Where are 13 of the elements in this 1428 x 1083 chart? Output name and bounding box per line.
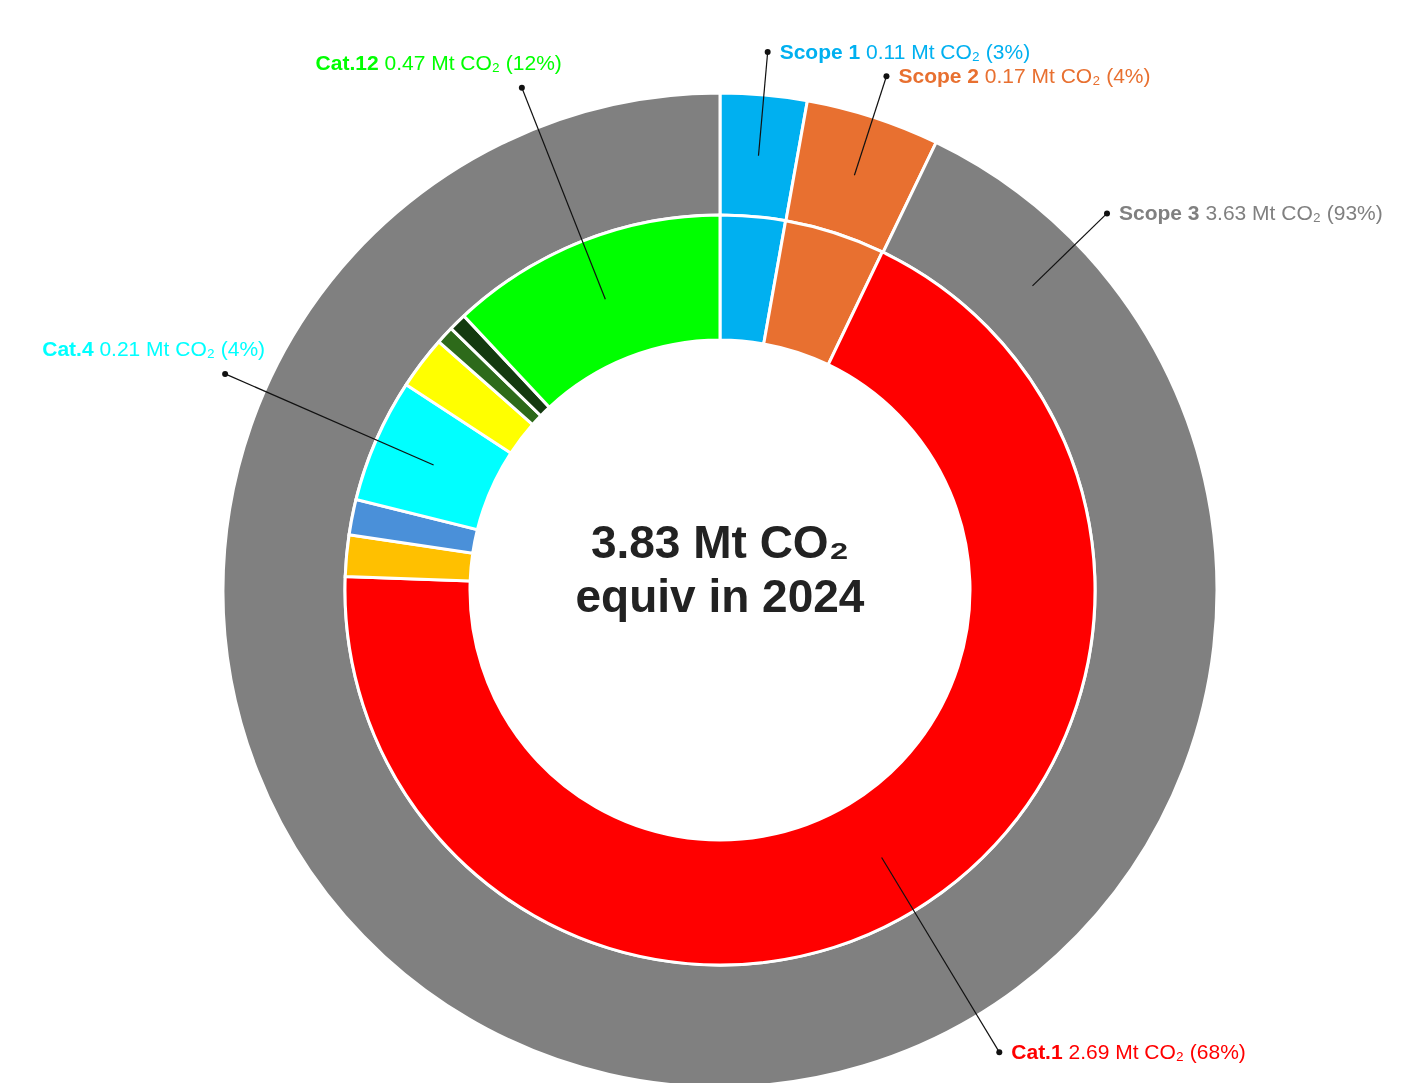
slice-label: Scope 3	[1119, 201, 1200, 225]
data-label: 0.11 Mt CO₂ (3%)	[860, 40, 1031, 64]
slice-label: Scope 2	[898, 64, 979, 88]
slice-label: Cat.12	[315, 50, 379, 74]
slice-label: Scope 1	[779, 40, 861, 64]
data-label: 0.21 Mt CO₂ (4%)	[93, 336, 266, 360]
data-label: 0.17 Mt CO₂ (4%)	[979, 64, 1151, 88]
data-label: 0.47 Mt CO₂ (12%)	[378, 50, 562, 74]
data-label: 3.63 Mt CO₂ (93%)	[1199, 201, 1383, 225]
slice-label: Cat.4	[42, 336, 94, 360]
slice-label: Cat.1	[1011, 1040, 1063, 1064]
text: 3.83 Mt CO₂ equiv in 2024	[574, 515, 866, 623]
data-label: 2.69 Mt CO₂ (68%)	[1062, 1040, 1246, 1064]
